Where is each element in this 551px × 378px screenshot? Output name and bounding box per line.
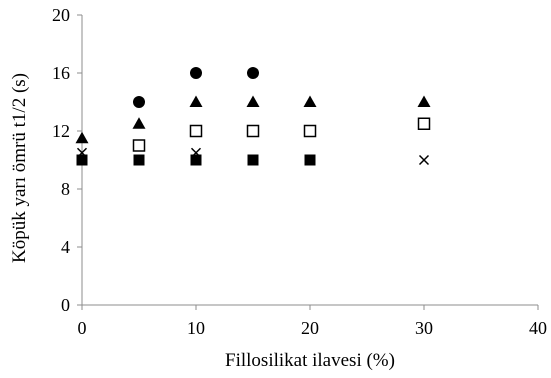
y-tick-label: 4 [61,237,70,257]
data-markers [75,67,431,166]
filled-square-marker [76,154,88,166]
open-square-marker [246,124,260,138]
x-axis-title: Fillosilikat ilavesi (%) [225,350,395,371]
open-square-marker [189,124,203,138]
filled-triangle-marker [75,131,89,144]
filled-triangle-marker [417,95,431,107]
x-tick-label: 10 [187,318,205,338]
filled-triangle-marker [303,95,317,107]
y-axis-title: Köpük yarı ömrü t1/2 (s) [9,73,30,263]
y-tick-label: 0 [61,295,70,315]
y-tick-label: 16 [52,63,70,83]
y-tick-label: 8 [61,179,70,199]
y-tick-label: 20 [52,5,70,25]
x-tick-label: 40 [529,318,547,338]
filled-square-marker [133,154,145,166]
filled-square-marker [304,154,316,166]
filled-circle-marker [133,96,145,108]
x-tick-label: 20 [301,318,319,338]
open-square-marker [303,124,317,138]
open-square-marker [417,117,431,130]
open-cross-marker [418,154,430,166]
filled-triangle-marker [189,95,203,107]
x-tick-label: 0 [78,318,87,338]
open-square-marker [132,139,146,152]
filled-triangle-marker [246,95,260,107]
filled-circle-marker [247,67,259,79]
x-tick-label: 30 [415,318,433,338]
y-ticks: 0 4 8 12 16 20 [52,5,82,315]
x-ticks: 0 10 20 30 40 [78,305,547,338]
filled-triangle-marker [132,117,146,129]
filled-square-marker [190,154,202,166]
filled-circle-marker [190,67,202,79]
y-tick-label: 12 [52,121,70,141]
filled-square-marker [247,154,259,166]
